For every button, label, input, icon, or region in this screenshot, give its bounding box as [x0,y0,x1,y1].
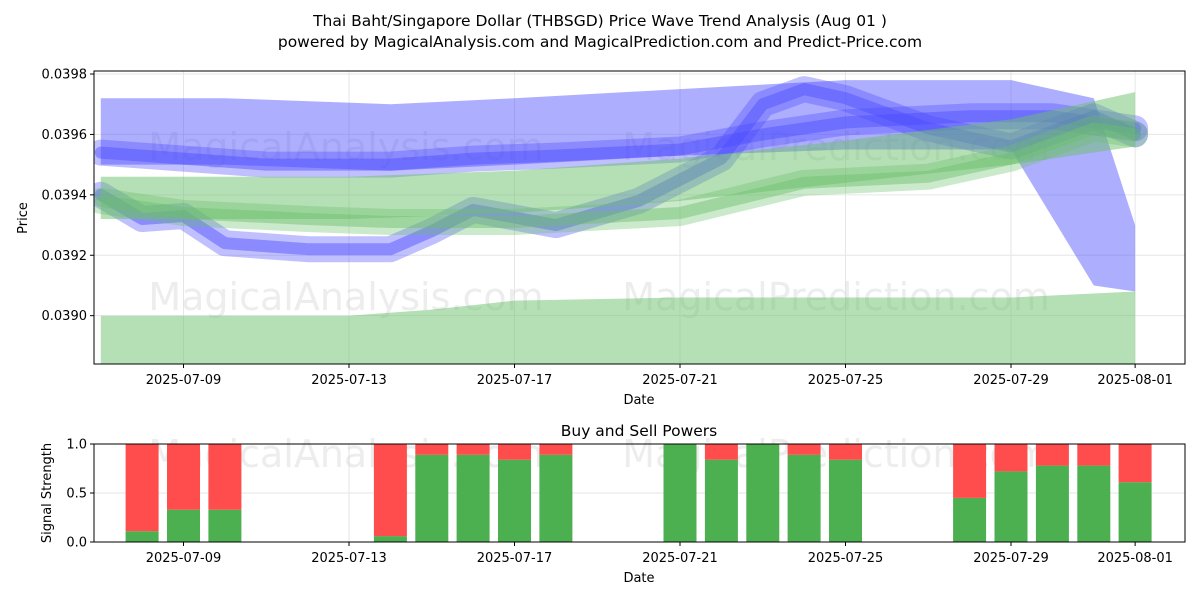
bottom-x-tick-label-3: 2025-07-21 [642,551,718,566]
buy-bar-16 [1077,465,1111,542]
top-y-axis-label: Price [16,202,31,234]
buy-bar-11 [787,454,821,542]
top-series-group [94,76,1149,364]
bottom-x-tick-label-2: 2025-07-17 [477,551,553,566]
buy-bar-1 [167,509,200,542]
buy-bar-12 [829,459,862,542]
sell-bar-6 [498,444,531,460]
bottom-x-tick-label-6: 2025-08-01 [1097,551,1173,566]
series-wave-wide-5 [94,115,1149,235]
sell-bar-1 [167,444,200,510]
top-x-tick-label-0: 2025-07-09 [146,373,222,388]
buy-bar-15 [1035,465,1069,542]
buy-bar-0 [125,531,159,542]
sell-bar-15 [1035,444,1069,466]
buy-bar-2 [208,509,242,542]
series-wave-5 [94,122,1142,228]
bottom-x-tick-label-5: 2025-07-29 [973,551,1049,566]
sell-bar-0 [125,444,159,532]
top-x-tick-label-2: 2025-07-17 [477,373,553,388]
sell-bar-13 [953,444,987,498]
buy-bar-5 [456,454,490,542]
sell-bar-2 [208,444,242,510]
sell-bar-7 [539,444,573,455]
top-x-tick-label-6: 2025-08-01 [1097,373,1173,388]
top-x-tick-label-3: 2025-07-21 [642,373,718,388]
buy-bar-17 [1118,482,1152,542]
top-x-tick-label-4: 2025-07-25 [808,373,884,388]
bottom-x-tick-label-4: 2025-07-25 [808,551,884,566]
top-y-tick-label-1: 0.0392 [42,249,88,264]
buy-bar-3 [373,536,407,542]
buy-bar-9 [704,459,738,542]
sell-bar-3 [373,444,407,537]
bottom-x-tick-label-1: 2025-07-13 [311,551,387,566]
sell-bar-14 [994,444,1028,472]
top-plot-frame [93,70,1186,365]
bottom-x-tick-label-0: 2025-07-09 [146,551,222,566]
bottom-y-axis-label: Signal Strength [40,443,55,543]
sell-bar-17 [1118,444,1152,483]
watermark-0: MagicalAnalysis.com [148,125,543,169]
top-y-tick-label-0: 0.0390 [42,309,88,324]
top-x-axis-label: Date [623,393,654,408]
buy-bar-14 [994,471,1028,542]
sell-bar-12 [829,444,862,460]
chart-title-line2: powered by MagicalAnalysis.com and Magic… [278,33,922,51]
sell-bar-4 [415,444,449,455]
series-band-0 [100,80,1136,292]
bottom-y-tick-label-2: 1.0 [66,438,87,453]
bottom-y-tick-label-0: 0.0 [66,536,87,551]
series-band-4 [100,291,1136,364]
sell-bar-5 [456,444,490,455]
top-x-tick-label-5: 2025-07-29 [973,373,1049,388]
bottom-chart-title: Buy and Sell Powers [561,422,718,440]
sell-bar-11 [787,444,821,455]
series-wave-wide-2 [94,103,1149,178]
sell-bar-16 [1077,444,1111,466]
buy-bar-4 [415,454,449,542]
chart-title-line1: Thai Baht/Singapore Dollar (THBSGD) Pric… [312,12,887,30]
buy-bar-7 [539,454,573,542]
sell-bar-9 [704,444,738,460]
series-wave-2 [94,110,1142,171]
top-x-tick-label-1: 2025-07-13 [311,373,387,388]
buy-bar-10 [746,444,780,542]
top-y-tick-label-4: 0.0398 [42,68,88,83]
top-y-tick-label-3: 0.0396 [42,128,88,143]
series-band-3 [100,92,1136,219]
bottom-x-axis-label: Date [623,571,654,586]
bottom-y-tick-label-1: 0.5 [66,487,87,502]
buy-bar-6 [498,459,531,542]
buy-bar-13 [953,497,987,542]
top-y-tick-label-2: 0.0394 [42,188,88,203]
plot-layer: MagicalAnalysis.comMagicalPrediction.com… [42,68,1186,566]
buy-bar-8 [663,444,697,542]
